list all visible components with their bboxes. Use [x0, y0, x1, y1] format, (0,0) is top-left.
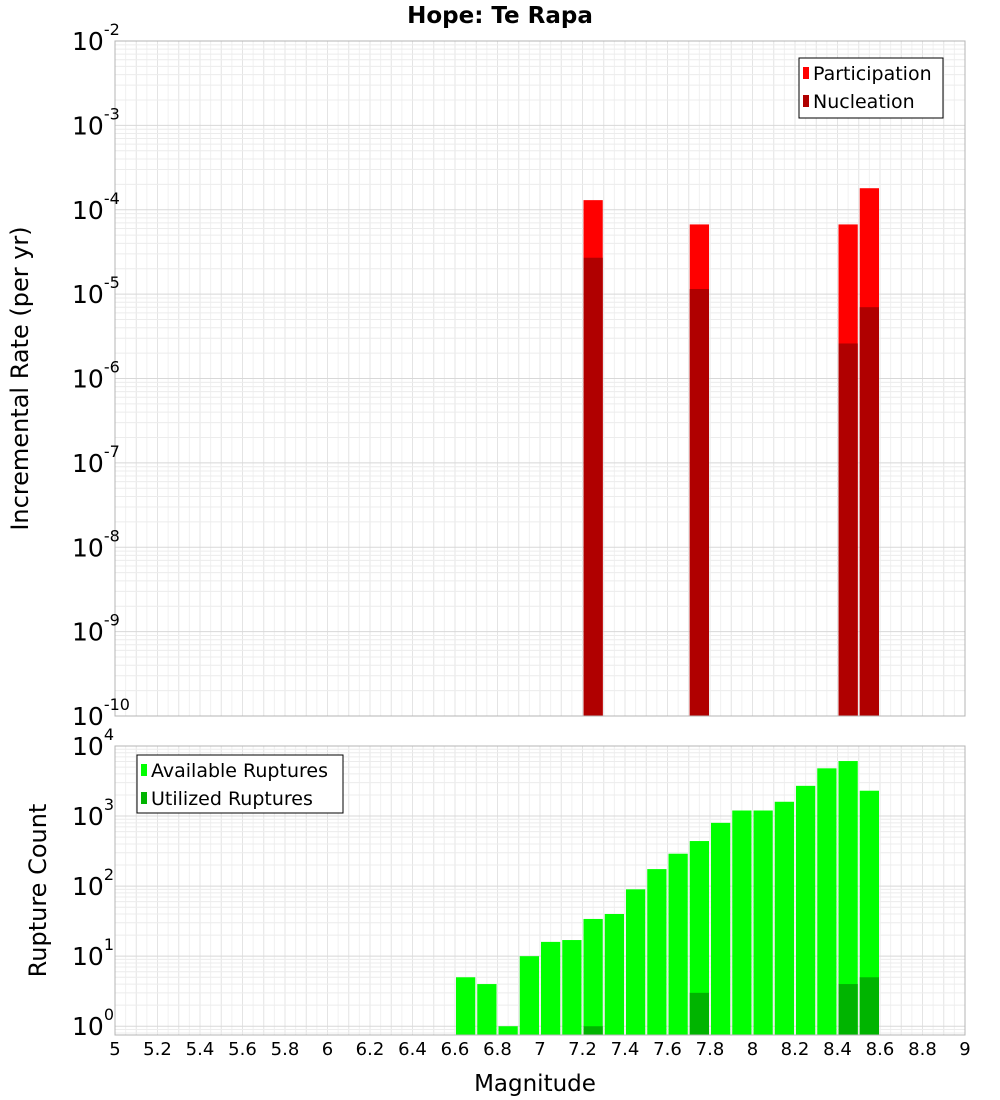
available-ruptures-bar [583, 918, 603, 1035]
y-tick-label: 10-2 [72, 20, 120, 56]
y-tick-label: 10-5 [72, 273, 120, 309]
y-tick-label: 10-4 [72, 189, 120, 225]
y-tick-label: 102 [72, 865, 114, 901]
legend-swatch [803, 95, 809, 107]
y-tick-label: 10-10 [72, 695, 130, 731]
x-tick-label: 7.8 [696, 1039, 725, 1060]
available-ruptures-bar [817, 768, 837, 1035]
rate-panel: 10-10 10-9 10-8 10-7 10-6 10-5 10-4 10-3 10-2 In… [6, 20, 966, 731]
x-tick-label: 5.2 [143, 1039, 172, 1060]
x-tick-label: 7.6 [653, 1039, 682, 1060]
utilized-ruptures-bar [689, 992, 709, 1035]
y-tick-label: 10-3 [72, 104, 120, 140]
x-tick-label: 5.6 [228, 1039, 257, 1060]
available-ruptures-bar [456, 977, 476, 1035]
available-ruptures-bar [541, 941, 561, 1035]
legend-box [136, 754, 344, 814]
available-ruptures-bar [604, 914, 624, 1035]
legend-label: Participation [813, 63, 932, 85]
available-ruptures-bar [647, 869, 667, 1035]
available-ruptures-bar [562, 940, 582, 1035]
available-ruptures-bar [732, 810, 752, 1035]
available-ruptures-bar [477, 984, 497, 1035]
utilized-ruptures-bar [583, 1026, 603, 1035]
x-tick-label: 6.8 [483, 1039, 512, 1060]
count-y-axis-label: Rupture Count [24, 804, 52, 978]
available-ruptures-bar [796, 785, 816, 1035]
available-ruptures-bar [838, 761, 858, 1035]
y-tick-label: 10-9 [72, 611, 120, 647]
legend-swatch [803, 67, 809, 79]
x-tick-label: 8.8 [908, 1039, 937, 1060]
available-ruptures-bar [774, 801, 794, 1035]
available-ruptures-bar [689, 841, 709, 1035]
y-tick-label: 10-7 [72, 442, 120, 478]
rate-y-axis-label: Incremental Rate (per yr) [6, 226, 34, 530]
y-tick-label: 10-6 [72, 358, 120, 394]
count-panel: 100 101 102 103 104 5 5.2 5.4 5.6 5.8 6 6.2 6.4 6.6 6… [24, 725, 971, 1097]
utilized-ruptures-bars [583, 977, 879, 1035]
utilized-ruptures-bar [859, 977, 879, 1035]
y-tick-label: 10-8 [72, 526, 120, 562]
x-tick-label: 5 [109, 1039, 120, 1060]
rate-gridlines [114, 40, 966, 717]
count-legend: Available Ruptures Utilized Ruptures [136, 754, 344, 814]
nucleation-bar [859, 307, 879, 716]
legend-label: Available Ruptures [151, 760, 328, 782]
available-ruptures-bar [859, 790, 879, 1035]
x-tick-label: 5.4 [186, 1039, 215, 1060]
rate-legend: Participation Nucleation [798, 57, 944, 119]
available-ruptures-bar [753, 810, 773, 1035]
available-ruptures-bar [711, 822, 731, 1035]
legend-swatch [141, 792, 147, 804]
magnitude-x-ticks: 5 5.2 5.4 5.6 5.8 6 6.2 6.4 6.6 6.8 7 7.2 7.4 7.6 7.8 8… [109, 1039, 970, 1060]
nucleation-bar [583, 257, 603, 716]
nucleation-bar [689, 289, 709, 716]
x-tick-label: 5.8 [271, 1039, 300, 1060]
x-tick-label: 6 [322, 1039, 333, 1060]
legend-label: Utilized Ruptures [151, 788, 313, 810]
x-tick-label: 8.2 [781, 1039, 810, 1060]
available-ruptures-bar [519, 956, 539, 1035]
rate-y-ticks: 10-10 10-9 10-8 10-7 10-6 10-5 10-4 10-3 10-2 [72, 20, 130, 731]
x-tick-label: 6.6 [441, 1039, 470, 1060]
y-tick-label: 101 [72, 935, 114, 971]
available-ruptures-bar [498, 1026, 518, 1035]
x-tick-label: 8.6 [866, 1039, 895, 1060]
legend-swatch [141, 764, 147, 776]
legend-label: Nucleation [813, 91, 915, 113]
x-tick-label: 8 [747, 1039, 758, 1060]
nucleation-bars [583, 257, 879, 716]
available-ruptures-bar [626, 889, 646, 1035]
y-tick-label: 103 [72, 795, 114, 831]
x-tick-label: 7.4 [611, 1039, 640, 1060]
y-tick-label: 104 [72, 725, 114, 761]
legend-box [798, 57, 944, 119]
count-plot-frame [114, 745, 966, 1036]
rate-plot-frame [114, 40, 966, 717]
nucleation-bar [838, 343, 858, 716]
available-ruptures-bar [668, 853, 688, 1035]
x-tick-label: 6.4 [398, 1039, 427, 1060]
x-tick-label: 7.2 [568, 1039, 597, 1060]
y-tick-label: 100 [72, 1005, 114, 1041]
count-y-ticks: 100 101 102 103 104 [72, 725, 114, 1041]
x-tick-label: 9 [959, 1039, 970, 1060]
x-axis-label: Magnitude [474, 1071, 596, 1097]
chart-title: Hope: Te Rapa [407, 3, 593, 29]
x-tick-label: 6.2 [356, 1039, 385, 1060]
x-tick-label: 7 [534, 1039, 545, 1060]
utilized-ruptures-bar [838, 984, 858, 1035]
x-tick-label: 8.4 [823, 1039, 852, 1060]
available-ruptures-bars [456, 761, 879, 1035]
